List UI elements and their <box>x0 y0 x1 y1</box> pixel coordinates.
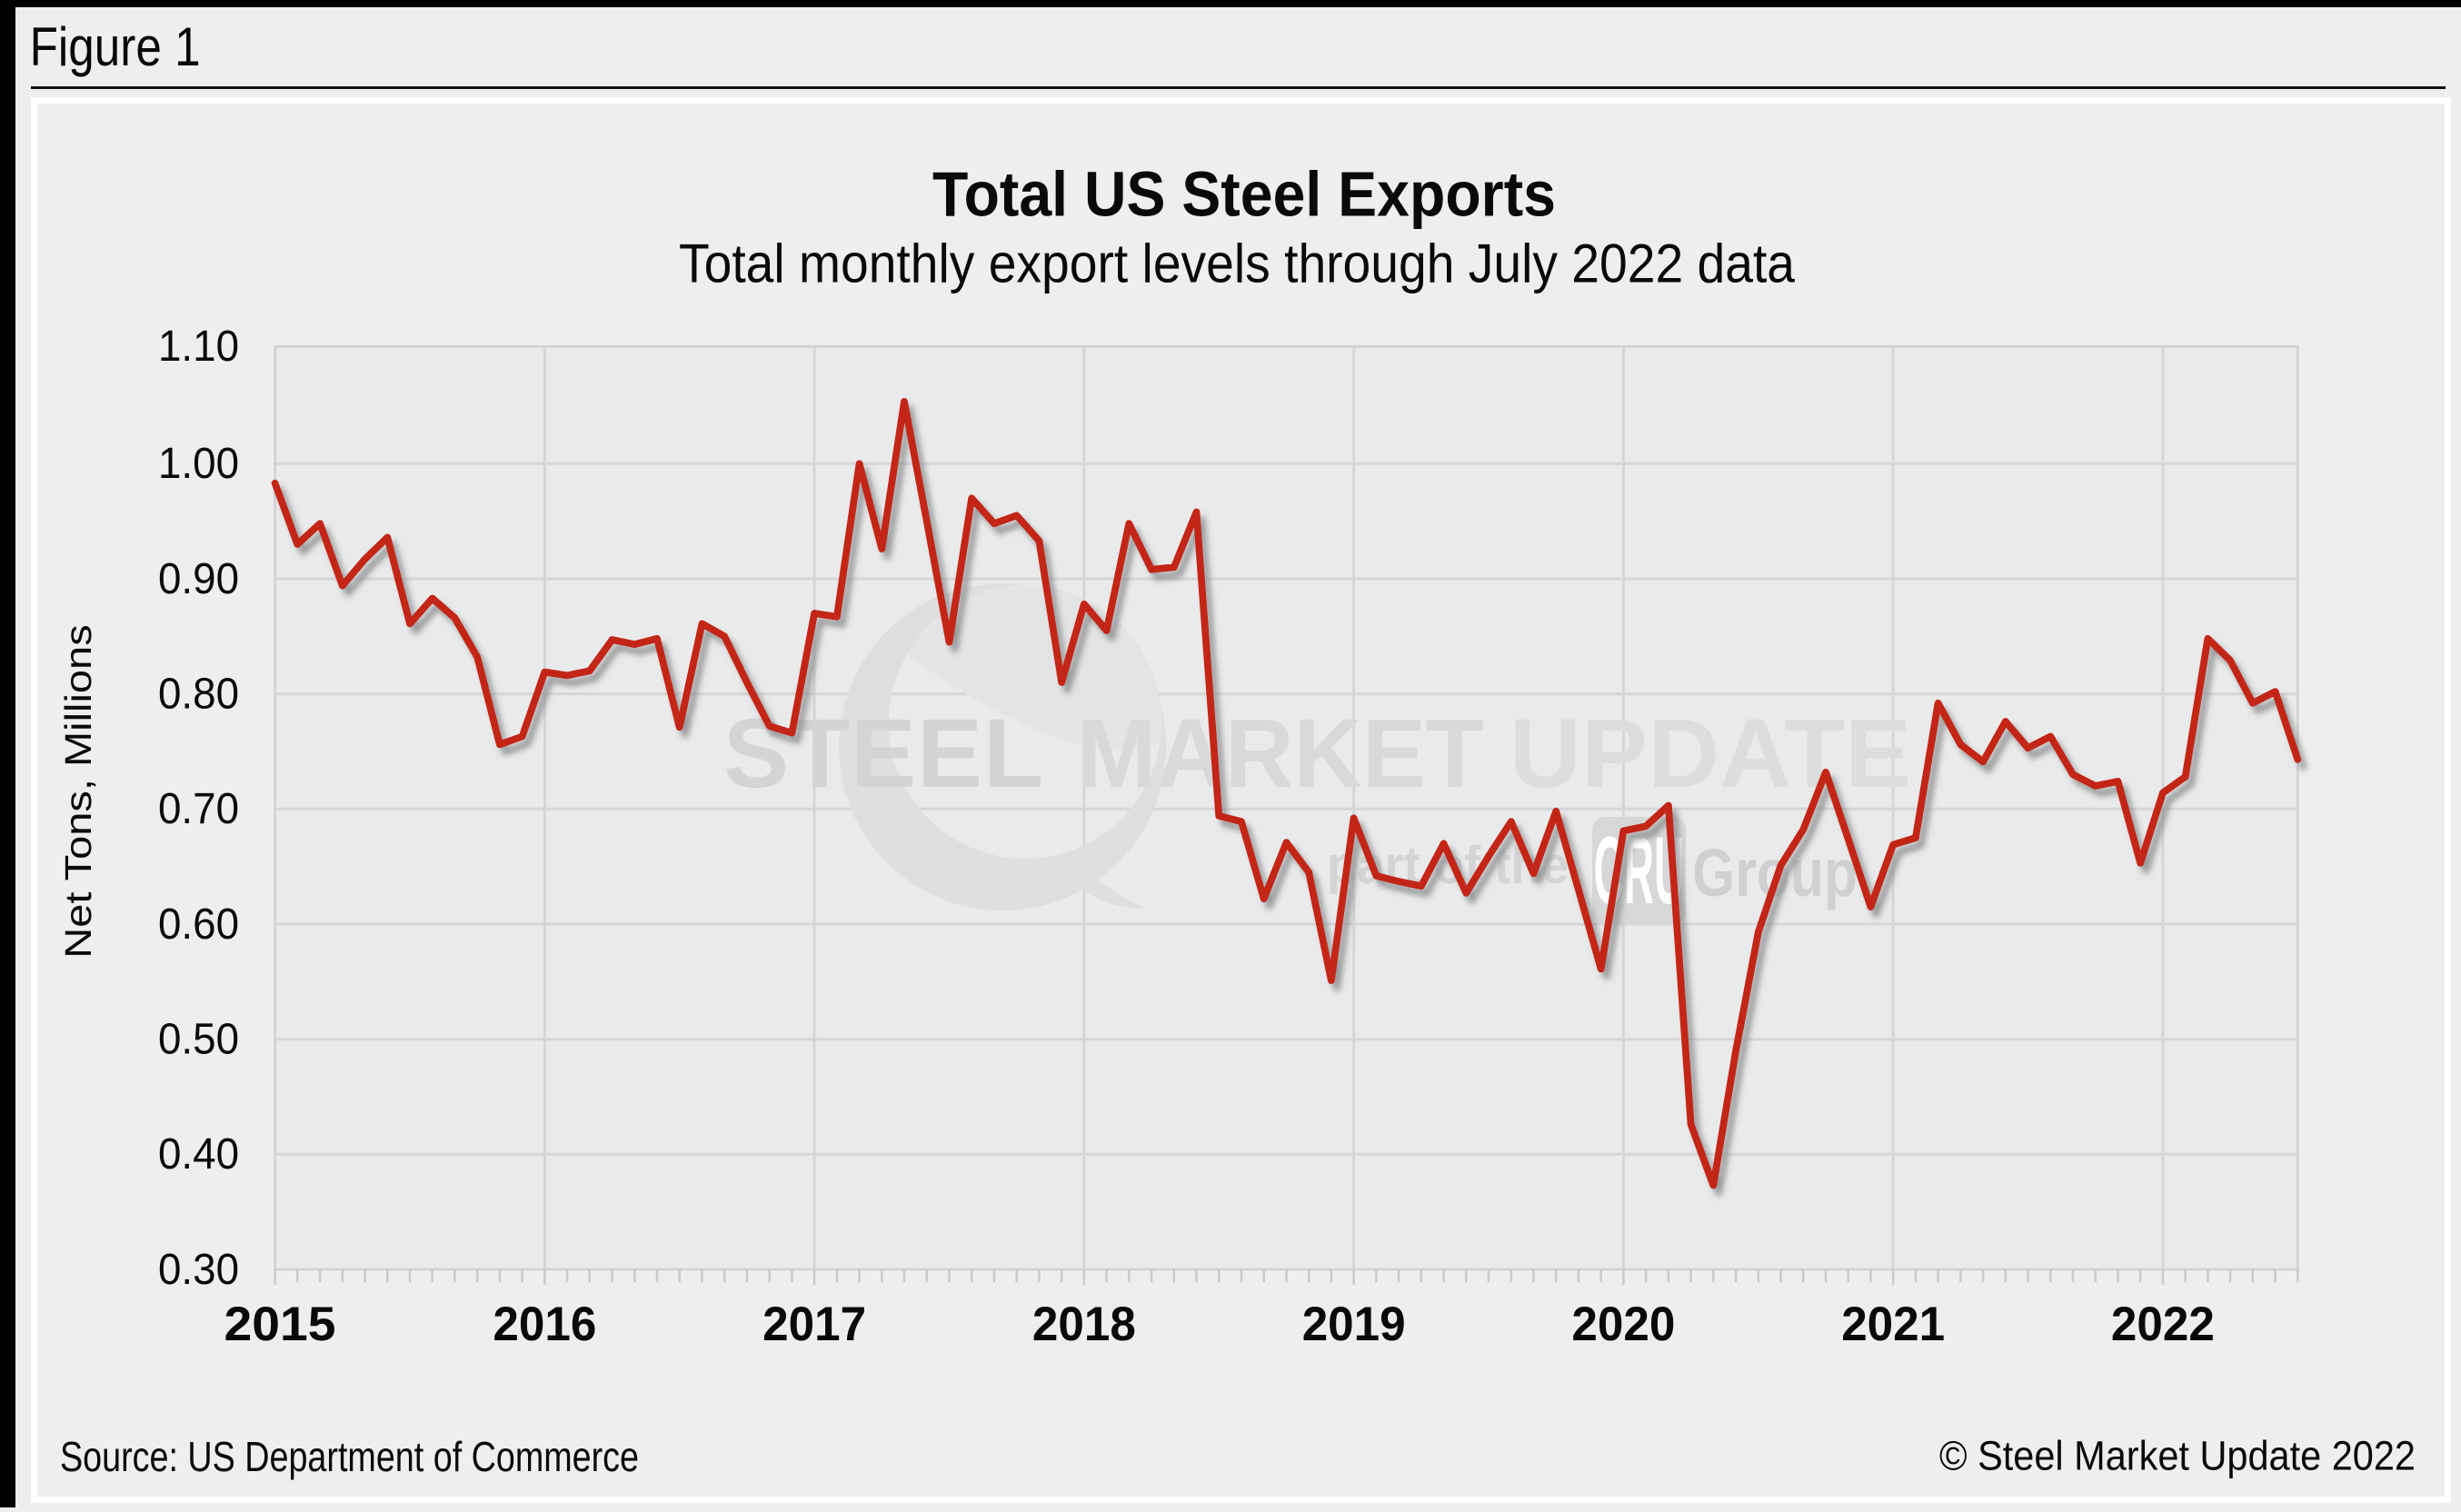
svg-text:0.60: 0.60 <box>158 900 239 949</box>
svg-text:Total monthly export levels th: Total monthly export levels through July… <box>679 233 1796 293</box>
svg-text:UPDATE: UPDATE <box>1509 698 1911 808</box>
svg-text:Figure 1: Figure 1 <box>30 16 201 77</box>
svg-text:2018: 2018 <box>1032 1298 1136 1351</box>
svg-text:2020: 2020 <box>1571 1298 1675 1351</box>
svg-text:2022: 2022 <box>2111 1298 2215 1351</box>
svg-text:0.50: 0.50 <box>158 1016 239 1064</box>
svg-text:Total US Steel Exports: Total US Steel Exports <box>932 159 1556 230</box>
svg-text:Source: US Department of Comme: Source: US Department of Commerce <box>60 1433 639 1480</box>
svg-text:2015: 2015 <box>224 1298 336 1351</box>
svg-text:MARKET: MARKET <box>1077 698 1484 808</box>
svg-text:1.00: 1.00 <box>158 440 239 488</box>
svg-text:0.80: 0.80 <box>158 670 239 718</box>
svg-text:2016: 2016 <box>493 1298 596 1351</box>
svg-text:0.90: 0.90 <box>158 555 239 603</box>
svg-text:1.10: 1.10 <box>158 323 239 371</box>
svg-text:0.70: 0.70 <box>158 785 239 833</box>
svg-text:2019: 2019 <box>1302 1298 1406 1351</box>
svg-text:2017: 2017 <box>762 1298 866 1351</box>
svg-text:STEEL: STEEL <box>723 698 1043 808</box>
svg-text:0.30: 0.30 <box>158 1246 239 1294</box>
svg-text:0.40: 0.40 <box>158 1130 239 1179</box>
svg-text:Net Tons, Millions: Net Tons, Millions <box>58 624 99 958</box>
svg-text:2021: 2021 <box>1841 1298 1945 1351</box>
svg-text:© Steel Market Update 2022: © Steel Market Update 2022 <box>1939 1432 2416 1478</box>
